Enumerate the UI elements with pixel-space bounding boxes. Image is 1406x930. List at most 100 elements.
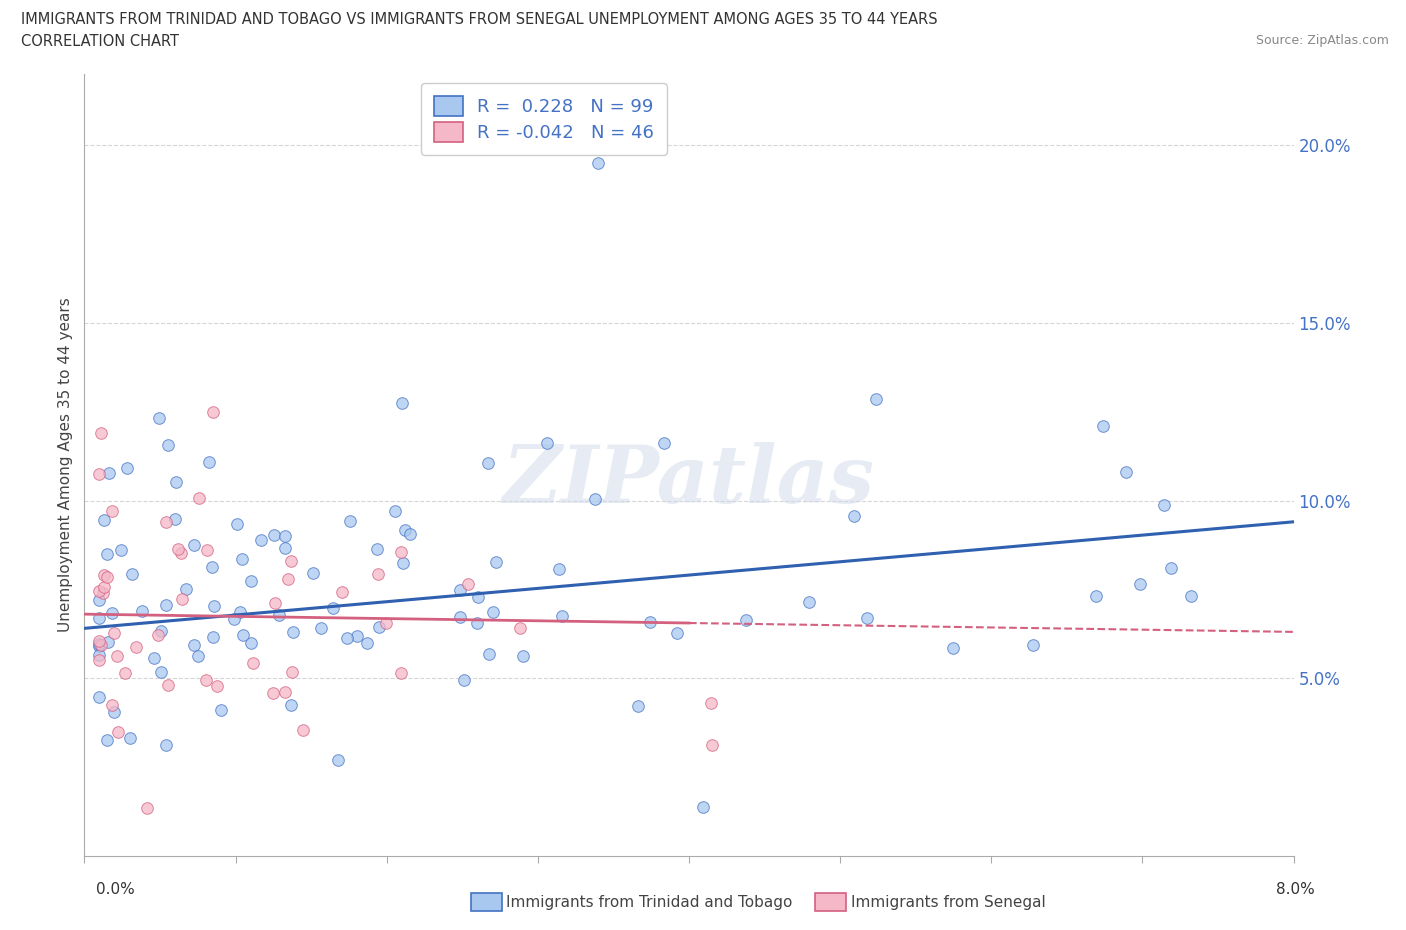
Text: ZIPatlas: ZIPatlas: [503, 442, 875, 519]
Point: [508, 620, 530, 635]
Point: [391, 396, 413, 411]
Point: [117, 461, 139, 476]
Point: [89, 593, 111, 608]
Point: [89, 639, 111, 654]
Point: [367, 619, 389, 634]
Point: [269, 607, 291, 622]
Point: [89, 633, 111, 648]
Point: [114, 666, 136, 681]
Point: [467, 590, 489, 604]
Point: [586, 155, 609, 170]
Point: [322, 601, 344, 616]
Point: [1160, 561, 1182, 576]
Point: [356, 635, 378, 650]
Point: [96, 570, 118, 585]
Point: [201, 560, 224, 575]
Point: [156, 678, 179, 693]
Point: [187, 649, 209, 664]
Point: [110, 542, 132, 557]
Point: [700, 737, 723, 752]
Point: [389, 666, 412, 681]
Point: [226, 517, 249, 532]
Point: [121, 566, 143, 581]
Point: [374, 616, 396, 631]
Point: [101, 605, 124, 620]
Point: [222, 612, 245, 627]
Point: [330, 585, 353, 600]
Point: [367, 566, 389, 581]
Point: [125, 639, 148, 654]
Point: [89, 647, 111, 662]
Point: [389, 544, 412, 559]
Text: Immigrants from Trinidad and Tobago: Immigrants from Trinidad and Tobago: [506, 895, 793, 910]
Point: [101, 698, 124, 712]
Legend: R =  0.228   N = 99, R = -0.042   N = 46: R = 0.228 N = 99, R = -0.042 N = 46: [422, 84, 666, 154]
Point: [398, 527, 420, 542]
Point: [201, 405, 224, 419]
Point: [97, 466, 120, 481]
Point: [194, 672, 217, 687]
Point: [197, 455, 219, 470]
Point: [96, 733, 118, 748]
Point: [96, 546, 118, 561]
Point: [274, 541, 297, 556]
Point: [301, 565, 323, 580]
Point: [855, 611, 877, 626]
Point: [583, 491, 606, 506]
Text: IMMIGRANTS FROM TRINIDAD AND TOBAGO VS IMMIGRANTS FROM SENEGAL UNEMPLOYMENT AMON: IMMIGRANTS FROM TRINIDAD AND TOBAGO VS I…: [21, 12, 938, 27]
Point: [734, 612, 756, 627]
Text: 0.0%: 0.0%: [96, 882, 135, 897]
Point: [155, 597, 177, 612]
Point: [174, 581, 197, 596]
Point: [1180, 589, 1202, 604]
Point: [89, 637, 111, 652]
Point: [105, 649, 128, 664]
Point: [1129, 577, 1152, 591]
Point: [652, 435, 675, 450]
Point: [239, 635, 262, 650]
Point: [262, 686, 284, 701]
Point: [942, 641, 965, 656]
Point: [149, 664, 172, 679]
Point: [135, 801, 157, 816]
Point: [231, 551, 253, 566]
Point: [277, 572, 299, 587]
Point: [242, 656, 264, 671]
Point: [101, 503, 124, 518]
Point: [339, 513, 361, 528]
Text: Immigrants from Senegal: Immigrants from Senegal: [851, 895, 1046, 910]
Point: [640, 614, 662, 629]
Point: [170, 545, 193, 560]
Point: [148, 410, 170, 425]
Point: [326, 753, 349, 768]
Point: [391, 556, 413, 571]
Point: [202, 598, 225, 613]
Point: [201, 630, 224, 644]
Point: [187, 491, 209, 506]
Point: [250, 532, 273, 547]
Point: [281, 624, 304, 639]
Point: [195, 542, 218, 557]
Point: [457, 577, 479, 591]
Point: [280, 698, 302, 712]
Point: [93, 512, 115, 527]
Point: [163, 512, 186, 526]
Point: [665, 626, 688, 641]
Point: [477, 456, 499, 471]
Point: [97, 634, 120, 649]
Point: [336, 631, 359, 645]
Point: [1091, 418, 1114, 433]
Point: [280, 553, 302, 568]
Point: [384, 503, 406, 518]
Point: [120, 730, 142, 745]
Point: [89, 611, 111, 626]
Point: [366, 541, 388, 556]
Point: [548, 562, 571, 577]
Point: [167, 541, 190, 556]
Point: [844, 509, 866, 524]
Point: [89, 653, 111, 668]
Point: [91, 585, 114, 600]
Point: [309, 620, 332, 635]
Point: [280, 665, 302, 680]
Y-axis label: Unemployment Among Ages 35 to 44 years: Unemployment Among Ages 35 to 44 years: [58, 298, 73, 632]
